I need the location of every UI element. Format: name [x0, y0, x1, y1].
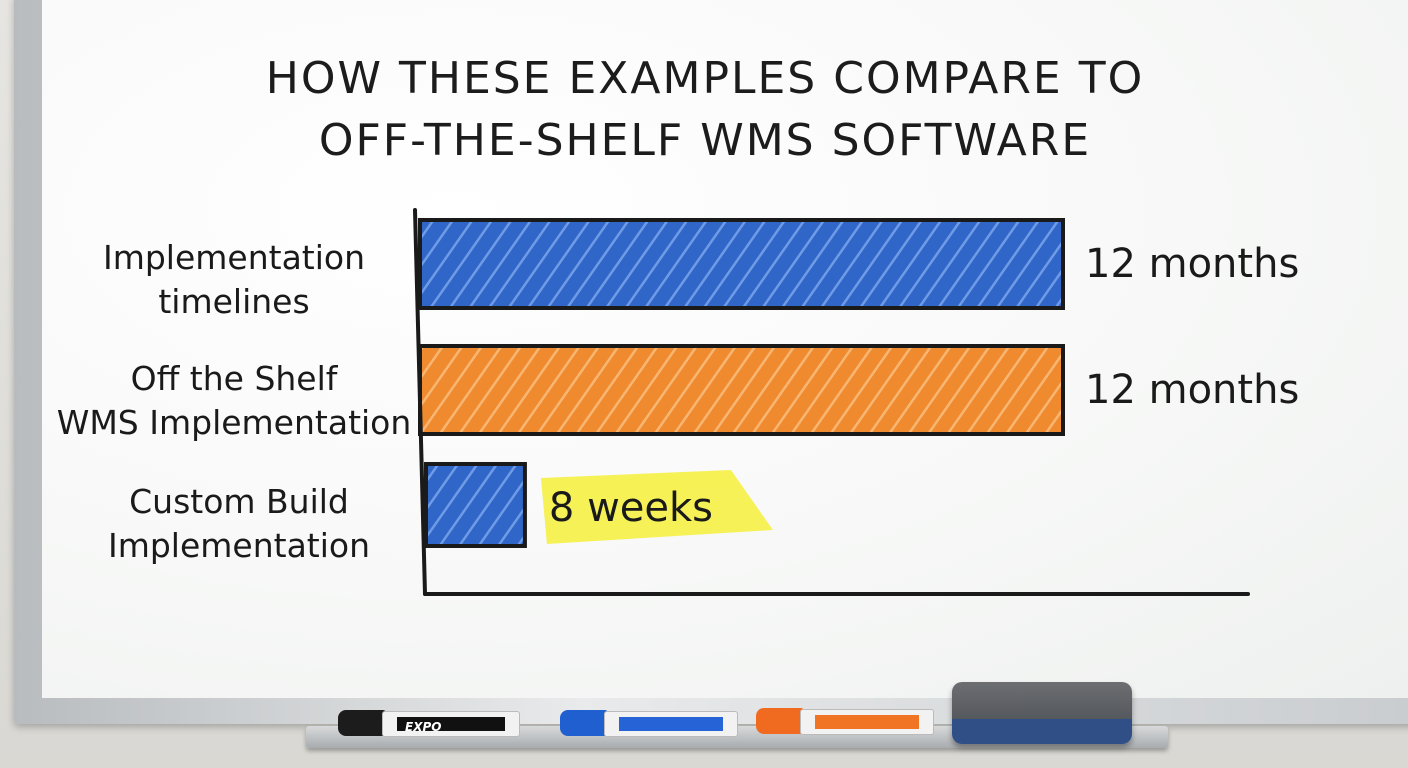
title-line-1: HOW THESE EXAMPLES COMPARE TO: [265, 53, 1145, 104]
value-label-1: 12 months: [1085, 241, 1300, 287]
black-marker-cap: [338, 710, 386, 736]
orange-marker-body: [800, 709, 934, 735]
black-marker-body: EXPO: [382, 711, 520, 737]
blue-marker-band: [619, 717, 723, 731]
orange-marker[interactable]: [756, 708, 934, 735]
highlight-8-weeks: [540, 470, 773, 544]
bar-3: [424, 462, 527, 548]
whiteboard-eraser[interactable]: [952, 682, 1132, 744]
black-marker[interactable]: EXPO: [338, 710, 520, 737]
category-label-3: Custom Build Implementation: [107, 482, 371, 565]
y-axis-line: [413, 208, 427, 596]
black-marker-brand: EXPO: [405, 720, 442, 734]
value-label-3: 8 weeks: [548, 485, 714, 531]
bar-1: [418, 218, 1065, 310]
value-label-2: 12 months: [1085, 367, 1300, 413]
chart-title: HOW THESE EXAMPLES COMPARE TO OFF-THE-SH…: [60, 48, 1350, 172]
blue-marker-cap: [560, 710, 608, 736]
category-label-1: Implementation timelines: [102, 238, 366, 321]
blue-marker[interactable]: [560, 710, 738, 737]
category-label-2: Off the Shelf WMS Implementation: [56, 359, 412, 442]
orange-marker-cap: [756, 708, 804, 734]
black-marker-band: EXPO: [397, 717, 505, 734]
orange-marker-band: [815, 715, 919, 729]
blue-marker-body: [604, 711, 738, 737]
title-line-2: OFF-THE-SHELF WMS SOFTWARE: [318, 115, 1092, 166]
bar-2: [418, 344, 1065, 436]
